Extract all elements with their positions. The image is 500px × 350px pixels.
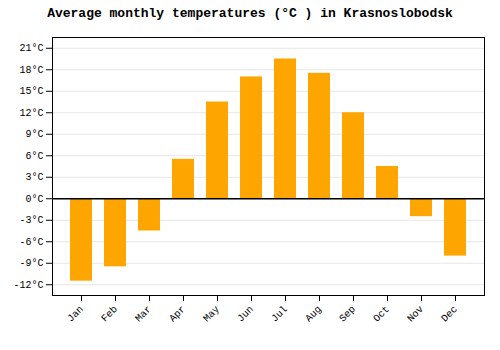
svg-text:Apr: Apr — [167, 304, 188, 325]
svg-text:-3°C: -3°C — [19, 215, 43, 226]
svg-text:Sep: Sep — [337, 304, 358, 325]
svg-text:Aug: Aug — [303, 304, 324, 325]
svg-text:Jul: Jul — [269, 304, 290, 325]
svg-text:-6°C: -6°C — [19, 237, 43, 248]
svg-text:Oct: Oct — [371, 304, 392, 325]
svg-text:12°C: 12°C — [19, 108, 43, 119]
svg-text:Mar: Mar — [133, 304, 154, 325]
svg-text:9°C: 9°C — [25, 129, 43, 140]
svg-text:Jun: Jun — [235, 304, 256, 325]
svg-text:Dec: Dec — [439, 304, 460, 325]
svg-text:15°C: 15°C — [19, 86, 43, 97]
svg-text:-9°C: -9°C — [19, 258, 43, 269]
svg-text:Feb: Feb — [99, 304, 120, 325]
svg-text:18°C: 18°C — [19, 65, 43, 76]
svg-text:Jan: Jan — [65, 304, 86, 325]
svg-text:21°C: 21°C — [19, 43, 43, 54]
svg-text:Nov: Nov — [405, 304, 426, 325]
svg-text:0°C: 0°C — [25, 194, 43, 205]
html-text:Average monthly temperatures (: Average monthly temperatures (°C ) in Kr… — [47, 6, 453, 21]
svg-text:3°C: 3°C — [25, 172, 43, 183]
svg-text:May: May — [201, 304, 222, 325]
svg-text:-12°C: -12°C — [13, 280, 43, 291]
svg-text:6°C: 6°C — [25, 151, 43, 162]
